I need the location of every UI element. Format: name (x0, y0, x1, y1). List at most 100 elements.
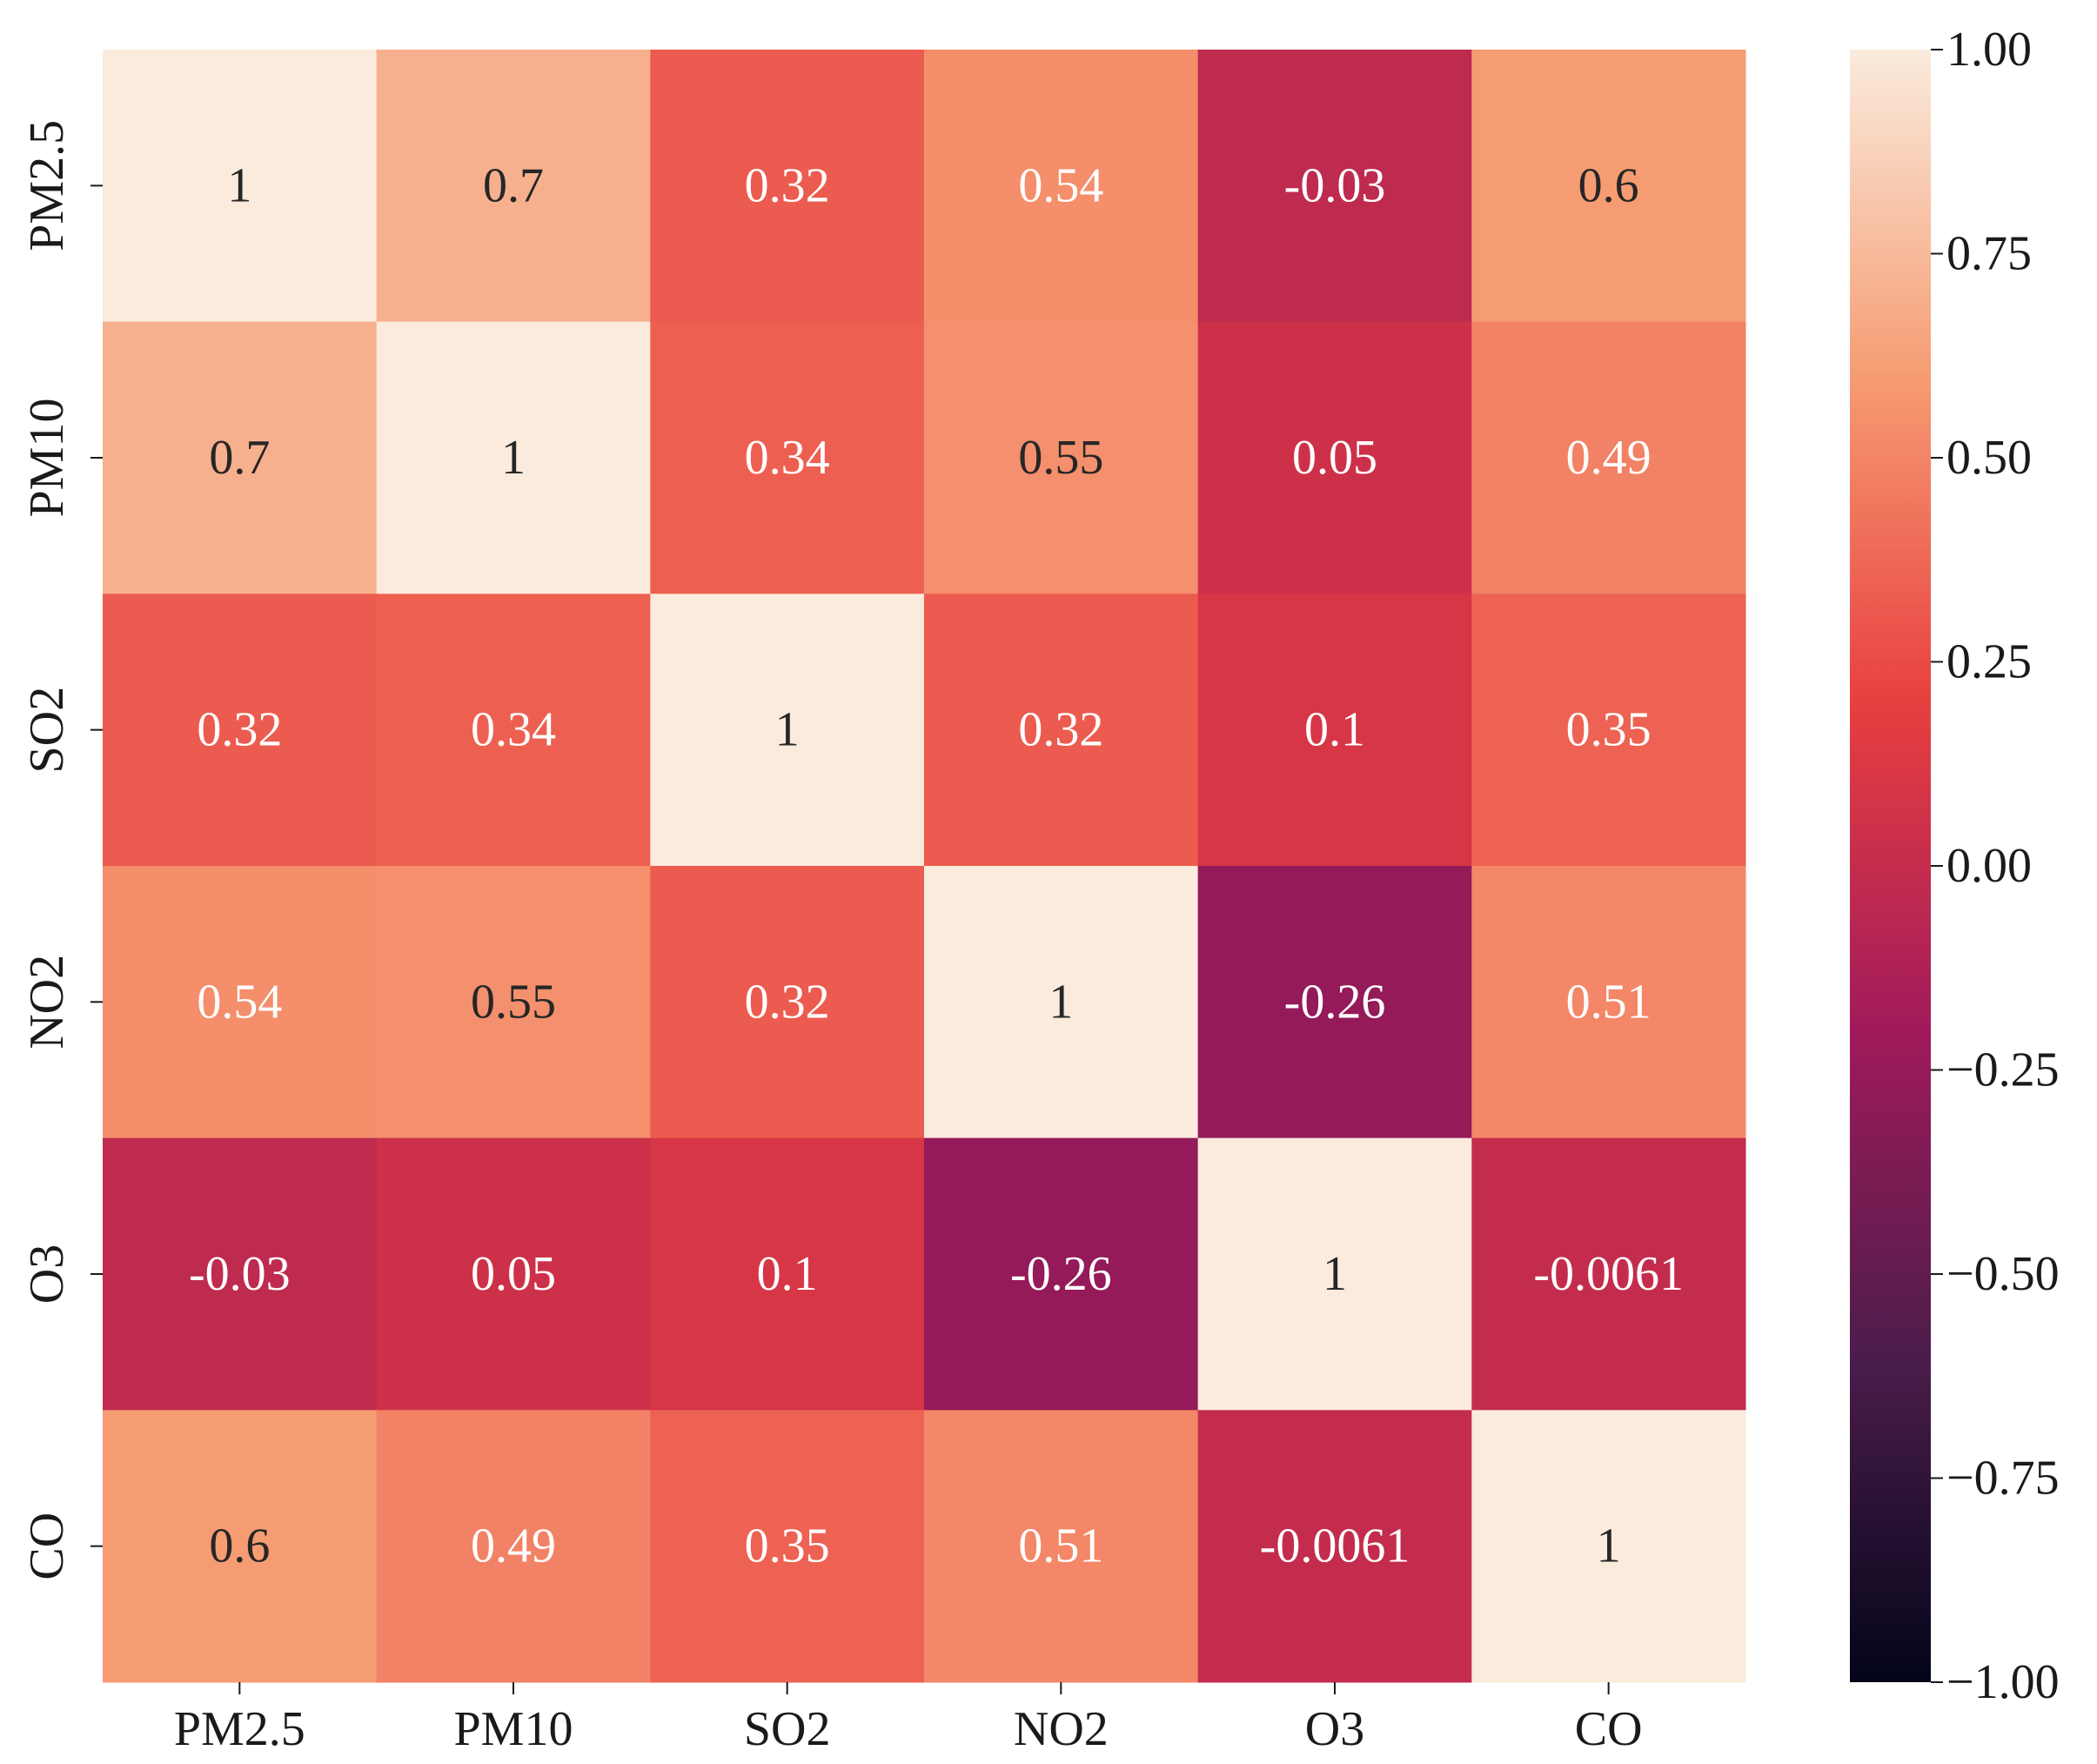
heatmap-cell-so2-so2 (650, 594, 925, 867)
heatmap-cell-pm10-o3 (1197, 321, 1472, 594)
cell-value-label: 1 (1597, 1519, 1621, 1573)
cell-value-label: 0.7 (483, 158, 544, 212)
heatmap-cell-o3-no2 (924, 1137, 1199, 1411)
cell-value-label: 1 (1048, 975, 1073, 1029)
heatmap-cell-pm10-pm10 (376, 321, 651, 594)
y-tick-label-pm2-5: PM2.5 (20, 120, 74, 252)
heatmap-cell-so2-co (1471, 594, 1746, 867)
cell-value-label: 0.05 (471, 1247, 556, 1301)
x-axis: PM2.5 PM10 SO2 NO2 O3 CO (174, 1682, 1643, 1756)
colorbar-tick-label: −0.50 (1946, 1247, 2060, 1301)
x-tick-label-pm10: PM10 (454, 1702, 573, 1756)
heatmap-cell-o3-so2 (650, 1137, 925, 1411)
heatmap-cell-co-co (1471, 1410, 1746, 1683)
y-tick-label-pm10: PM10 (20, 399, 74, 518)
y-tick-label-o3: O3 (20, 1244, 74, 1304)
colorbar-tick-label: 0.00 (1946, 839, 2032, 893)
heatmap-cell-no2-so2 (650, 866, 925, 1139)
colorbar-tick-label: 1.00 (1946, 23, 2032, 77)
heatmap-cell-o3-pm10 (376, 1137, 651, 1411)
heatmap-cell-so2-o3 (1197, 594, 1472, 867)
cell-value-label: 0.32 (1018, 703, 1103, 757)
cell-value-label: 0.35 (745, 1519, 830, 1573)
cell-value-label: 0.55 (471, 975, 556, 1029)
cell-value-label: -0.03 (1284, 158, 1386, 212)
heatmap-cell-so2-pm2-5 (103, 594, 378, 867)
colorbar-tick-label: 0.75 (1946, 227, 2032, 281)
cell-value-label: -0.26 (1284, 975, 1386, 1029)
cell-value-label: 0.49 (471, 1519, 556, 1573)
heatmap-cell-no2-pm10 (376, 866, 651, 1139)
cell-value-label: 0.05 (1292, 431, 1377, 485)
heatmap-cell-co-so2 (650, 1410, 925, 1683)
cell-value-label: 0.7 (209, 431, 270, 485)
y-axis: PM2.5 PM10 SO2 NO2 O3 CO (20, 120, 103, 1580)
cell-value-label: 0.32 (745, 158, 830, 212)
heatmap-cell-no2-o3 (1197, 866, 1472, 1139)
cell-value-label: 0.49 (1566, 431, 1651, 485)
x-tick-label-co: CO (1575, 1702, 1643, 1756)
heatmap-cell-co-pm2-5 (103, 1410, 378, 1683)
heatmap-cell-o3-co (1471, 1137, 1746, 1411)
heatmap-annotations: 1 0.7 0.32 0.54 -0.03 0.6 0.7 1 0.34 0.55 0.05 0.49… (189, 158, 1684, 1573)
heatmap-cell-no2-no2 (924, 866, 1199, 1139)
cell-value-label: 0.1 (1304, 703, 1365, 757)
cell-value-label: 0.32 (197, 703, 282, 757)
heatmap-cell-no2-co (1471, 866, 1746, 1139)
heatmap-cell-no2-pm2-5 (103, 866, 378, 1139)
heatmap-cell-co-no2 (924, 1410, 1199, 1683)
cell-value-label: 0.54 (197, 975, 282, 1029)
cell-value-label: 0.6 (1578, 158, 1639, 212)
colorbar-tick-label: −1.00 (1946, 1655, 2060, 1709)
heatmap-cell-o3-o3 (1197, 1137, 1472, 1411)
heatmap-cell-o3-pm2-5 (103, 1137, 378, 1411)
heatmap-cell-pm2-5-pm2-5 (103, 50, 378, 323)
heatmap-cell-pm10-so2 (650, 321, 925, 594)
cell-value-label: -0.0061 (1533, 1247, 1684, 1301)
heatmap-cell-co-o3 (1197, 1410, 1472, 1683)
cell-value-label: 0.34 (471, 703, 556, 757)
x-tick-label-no2: NO2 (1014, 1702, 1109, 1756)
cell-value-label: 0.35 (1566, 703, 1651, 757)
cell-value-label: -0.26 (1010, 1247, 1112, 1301)
colorbar-tick-label: −0.25 (1946, 1043, 2060, 1097)
cell-value-label: 1 (775, 703, 800, 757)
heatmap-cell-pm2-5-pm10 (376, 50, 651, 323)
x-tick-label-o3: O3 (1305, 1702, 1364, 1756)
colorbar-tick-label: 0.50 (1946, 431, 2032, 485)
cell-value-label: -0.0061 (1260, 1519, 1410, 1573)
cell-value-label: 0.51 (1566, 975, 1651, 1029)
cell-value-label: 0.1 (757, 1247, 818, 1301)
cell-value-label: -0.03 (189, 1247, 291, 1301)
heatmap-cell-pm10-co (1471, 321, 1746, 594)
heatmap-cell-pm10-no2 (924, 321, 1199, 594)
cell-value-label: 0.32 (745, 975, 830, 1029)
cell-value-label: 0.55 (1018, 431, 1103, 485)
cell-value-label: 0.6 (209, 1519, 270, 1573)
cell-value-label: 1 (501, 431, 526, 485)
heatmap-cell-pm2-5-co (1471, 50, 1746, 323)
heatmap-cell-pm2-5-no2 (924, 50, 1199, 323)
heatmap-cell-pm2-5-o3 (1197, 50, 1472, 323)
heatmap-cells (103, 50, 1746, 1683)
cell-value-label: 1 (1323, 1247, 1347, 1301)
colorbar-tick-label: −0.75 (1946, 1452, 2060, 1506)
heatmap-cell-so2-pm10 (376, 594, 651, 867)
heatmap-cell-so2-no2 (924, 594, 1199, 867)
heatmap-cell-pm10-pm2-5 (103, 321, 378, 594)
colorbar-tick-label: 0.25 (1946, 635, 2032, 689)
cell-value-label: 0.51 (1018, 1519, 1103, 1573)
colorbar-gradient (1850, 50, 1931, 1682)
heatmap-cell-pm2-5-so2 (650, 50, 925, 323)
y-tick-label-no2: NO2 (20, 955, 74, 1050)
heatmap-cell-co-pm10 (376, 1410, 651, 1683)
cell-value-label: 1 (227, 158, 251, 212)
x-tick-label-so2: SO2 (744, 1702, 831, 1756)
y-tick-label-so2: SO2 (20, 687, 74, 774)
y-tick-label-co: CO (20, 1512, 74, 1580)
colorbar: 1.00 0.75 0.50 0.25 0.00 −0.25 −0.50 −0.75 −1.00 (1850, 23, 2060, 1709)
x-tick-label-pm2-5: PM2.5 (174, 1702, 305, 1756)
cell-value-label: 0.34 (745, 431, 830, 485)
cell-value-label: 0.54 (1018, 158, 1103, 212)
